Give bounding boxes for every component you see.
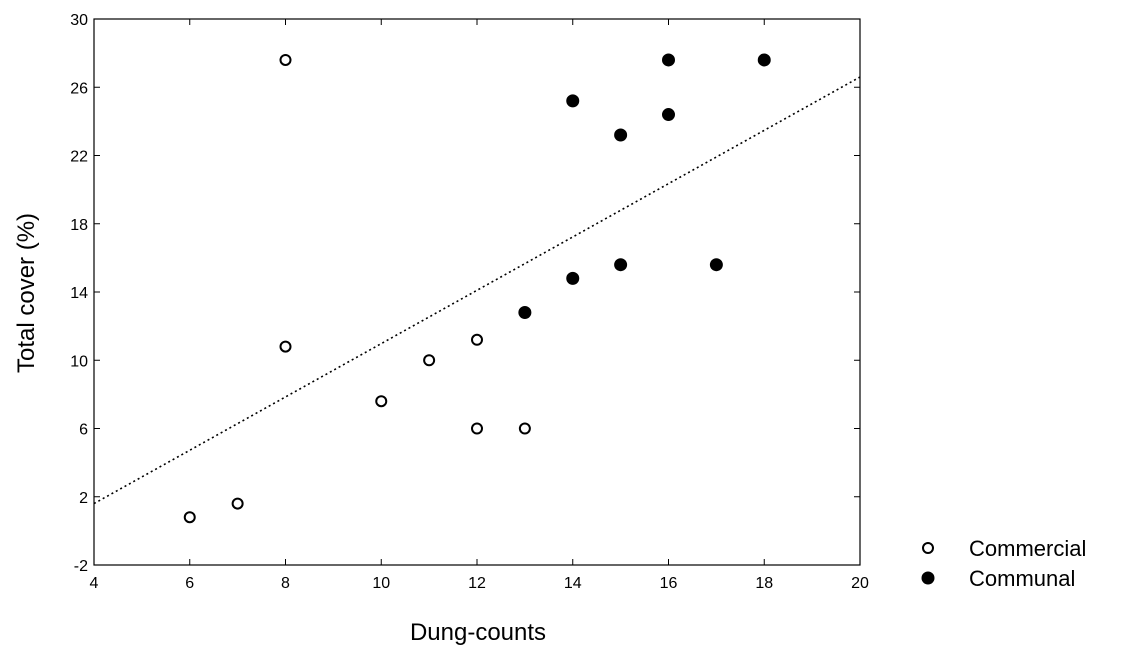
y-tick-label: 22 <box>70 149 88 166</box>
x-tick-label: 10 <box>372 575 390 592</box>
x-tick-label: 6 <box>185 575 194 592</box>
x-tick-label: 20 <box>851 575 869 592</box>
legend: Commercial Communal <box>921 536 1086 591</box>
y-tick-label: 26 <box>70 80 88 97</box>
point-commercial <box>231 497 244 510</box>
trendline-group <box>93 76 861 505</box>
point-communal <box>614 258 628 272</box>
y-tick-label: 14 <box>70 285 88 302</box>
x-tick-label: 16 <box>660 575 678 592</box>
point-communal <box>518 305 532 319</box>
x-axis-ticks: 4 6 8 10 12 14 16 18 20 <box>90 19 869 592</box>
trendline <box>93 76 861 505</box>
point-commercial <box>375 395 388 408</box>
y-tick-label: 30 <box>70 12 88 29</box>
point-communal <box>662 108 675 122</box>
y-tick-label: 6 <box>79 422 88 439</box>
point-commercial <box>471 333 483 346</box>
point-commercial <box>423 354 436 367</box>
point-communal <box>614 128 628 142</box>
x-axis-title: Dung-counts <box>410 619 546 646</box>
y-tick-label: 18 <box>70 217 88 234</box>
point-communal <box>662 53 675 67</box>
y-tick-label: 10 <box>70 353 88 370</box>
point-communal <box>566 94 580 108</box>
y-tick-label: -2 <box>74 558 88 575</box>
y-tick-label: 2 <box>79 490 88 507</box>
point-commercial <box>471 422 483 435</box>
x-tick-label: 8 <box>281 575 290 592</box>
x-tick-label: 18 <box>755 575 773 592</box>
data-points <box>183 53 771 524</box>
point-commercial <box>183 511 196 524</box>
y-axis-title: Total cover (%) <box>13 213 40 373</box>
point-commercial <box>279 340 292 353</box>
legend-label-commercial: Commercial <box>969 536 1086 561</box>
point-commercial <box>279 53 292 66</box>
legend-marker-communal <box>921 571 935 585</box>
point-communal <box>709 258 723 272</box>
legend-marker-commercial <box>922 542 934 554</box>
point-communal <box>757 53 771 67</box>
x-tick-label: 14 <box>564 575 582 592</box>
x-tick-label: 12 <box>468 575 486 592</box>
point-commercial <box>518 422 531 435</box>
plot-frame <box>93 18 861 566</box>
x-tick-label: 4 <box>90 575 99 592</box>
legend-label-communal: Communal <box>969 566 1075 591</box>
point-communal <box>566 271 580 285</box>
plot-area <box>93 18 861 566</box>
